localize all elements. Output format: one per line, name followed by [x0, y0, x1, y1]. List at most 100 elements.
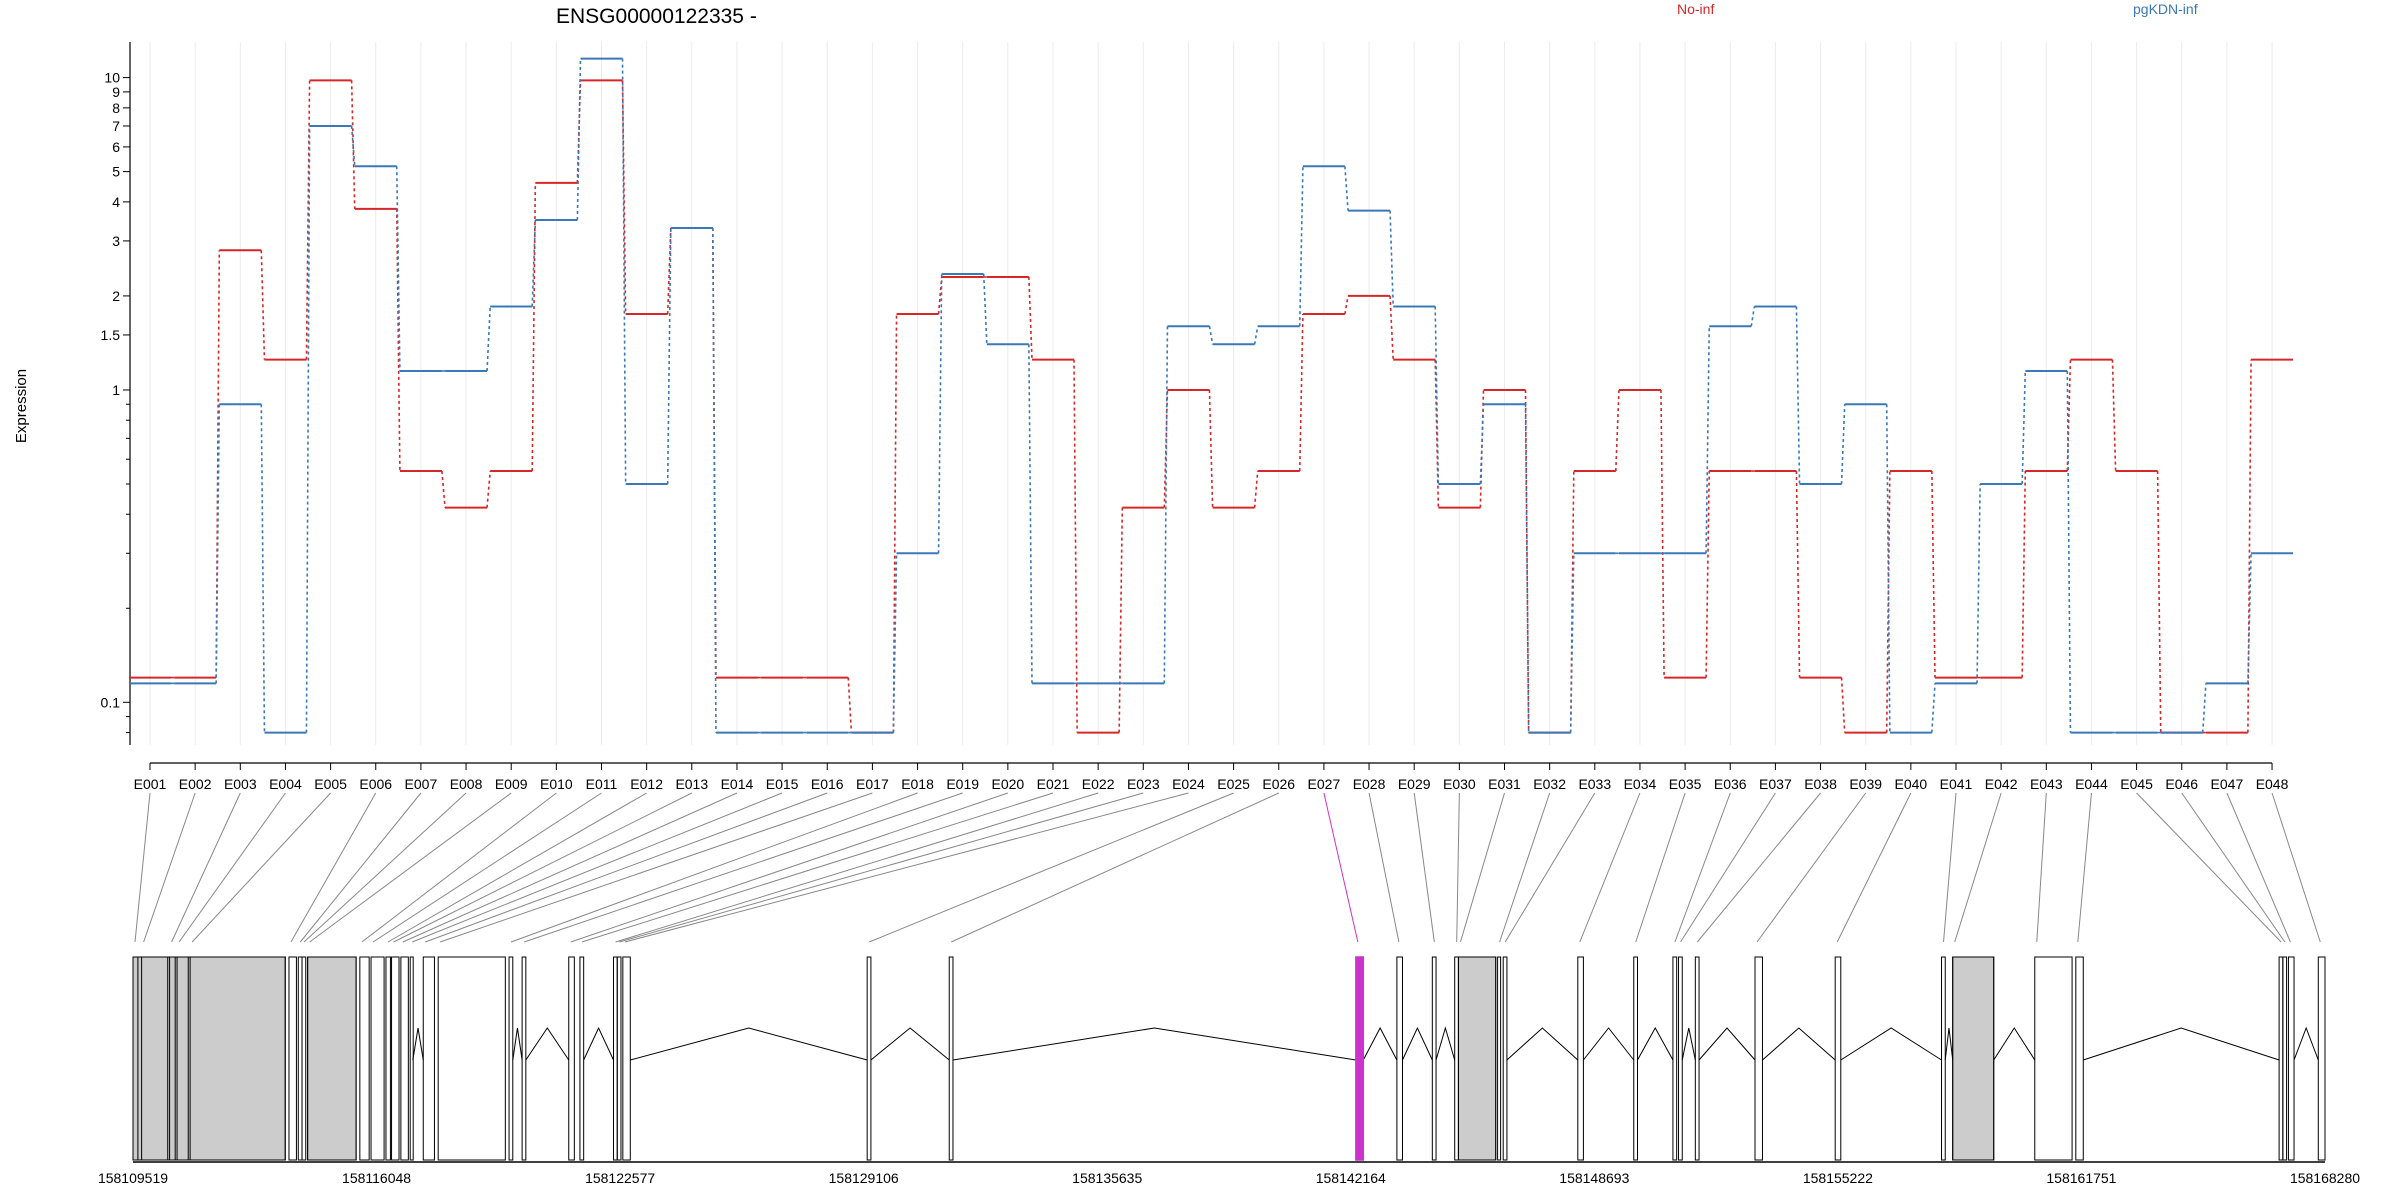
data-transition	[1479, 404, 1485, 485]
x-tick-label: E037	[1759, 776, 1792, 792]
exon-connector-line	[2271, 792, 2321, 943]
exon-connector-line	[402, 792, 738, 943]
y-tick-label: 8	[112, 100, 120, 116]
exon-connector-line	[299, 792, 422, 943]
intron-line	[1681, 1027, 1696, 1061]
intron-line	[2083, 1027, 2280, 1061]
exon-connector-line	[2226, 792, 2291, 943]
data-transition	[260, 250, 266, 360]
intron-line	[1993, 1027, 2036, 1061]
exon-connector-line	[171, 792, 241, 943]
data-transition	[1479, 389, 1485, 508]
x-tick-label: E039	[1849, 776, 1882, 792]
exon-box	[2282, 956, 2288, 1161]
x-tick-label: E001	[134, 776, 167, 792]
exon-box	[385, 956, 391, 1161]
data-transition	[215, 404, 221, 684]
genomic-coordinate-label: 158161751	[2046, 1170, 2116, 1186]
exon-box	[297, 956, 303, 1161]
data-transition	[576, 80, 582, 183]
data-transition	[350, 125, 356, 167]
exon-connector-line	[2136, 792, 2282, 943]
exon-box	[2278, 956, 2284, 1161]
x-tick-label: E020	[991, 776, 1024, 792]
data-transition	[666, 227, 672, 484]
exon-connector-line	[624, 792, 1189, 943]
y-tick-label: 1.5	[101, 327, 121, 343]
x-tick-label: E045	[2120, 776, 2153, 792]
x-tick-label: E044	[2075, 776, 2108, 792]
exon-connector-line	[581, 792, 1054, 943]
grid-lines	[149, 42, 2273, 745]
exon-box	[2317, 956, 2326, 1161]
data-transition	[937, 274, 943, 554]
data-transition	[1028, 276, 1033, 360]
intron-line	[1583, 1027, 1635, 1061]
y-tick-label: 1	[112, 382, 120, 398]
x-tick-label: E008	[450, 776, 483, 792]
exon-box	[1694, 956, 1700, 1161]
exon-connector-line	[2036, 792, 2047, 943]
x-tick-label: E031	[1488, 776, 1521, 792]
exon-connector-line	[134, 792, 151, 943]
data-transition	[576, 58, 582, 221]
intron-line	[1698, 1027, 1756, 1061]
exon-box	[141, 956, 169, 1161]
data-transition	[486, 306, 491, 372]
intron-line	[583, 1026, 614, 1061]
genomic-coordinate-label: 158116048	[342, 1170, 411, 1186]
exon-connector-line	[1323, 792, 1359, 943]
x-tick-label: E029	[1398, 776, 1431, 792]
shaded-region	[1457, 956, 1497, 1161]
data-transition	[1705, 471, 1711, 678]
exon-box	[2034, 956, 2073, 1161]
genomic-coordinate-label: 158142164	[1316, 1170, 1386, 1186]
exon-connector-line	[619, 792, 1144, 943]
data-transition	[1750, 306, 1756, 327]
exon-box	[1678, 956, 1683, 1161]
x-tick-label: E034	[1624, 776, 1657, 792]
exon-box	[866, 956, 872, 1161]
exon-connector-line	[510, 792, 918, 943]
data-transition	[847, 677, 853, 733]
exon-box	[1454, 956, 1459, 1161]
x-tick-label: E027	[1308, 776, 1341, 792]
data-transition	[1795, 471, 1801, 678]
exon-connector-line	[1954, 792, 2002, 943]
exon-box	[189, 956, 286, 1161]
intron-line	[1402, 1026, 1433, 1061]
exon-box	[370, 956, 385, 1161]
x-tick-label: E014	[721, 776, 754, 792]
exon-connector-line	[523, 792, 963, 943]
exon-connector-line	[1756, 792, 1867, 943]
genomic-coordinate-label: 158129106	[829, 1170, 899, 1186]
exon-box	[1355, 956, 1365, 1161]
x-tick-label: E016	[811, 776, 844, 792]
x-tick-label: E009	[495, 776, 528, 792]
intron-line	[1944, 1027, 1954, 1061]
exon-connector-line	[191, 792, 331, 943]
data-transition	[395, 166, 401, 372]
data-transition	[1931, 471, 1936, 678]
exon-connector-line	[372, 792, 602, 943]
data-transition	[621, 58, 627, 484]
data-transition	[1344, 295, 1349, 315]
data-transition	[1976, 483, 1981, 684]
exon-box	[622, 956, 631, 1161]
x-tick-label: E021	[1037, 776, 1070, 792]
intron-line	[512, 1027, 523, 1061]
x-tick-label: E002	[179, 776, 212, 792]
exon-connector-line	[425, 792, 828, 943]
data-transition	[1253, 326, 1259, 345]
data-transition	[1840, 677, 1846, 733]
shaded-region	[132, 956, 286, 1161]
exon-box	[1431, 956, 1437, 1161]
data-transition	[1208, 326, 1214, 345]
exon-box	[437, 956, 506, 1161]
data-transition	[1705, 326, 1711, 554]
exon-connector-line	[178, 792, 286, 943]
data-transition	[1253, 470, 1259, 508]
exon-box	[391, 956, 400, 1161]
exon-connector-line	[1674, 792, 1731, 943]
exon-box	[1941, 956, 1946, 1161]
